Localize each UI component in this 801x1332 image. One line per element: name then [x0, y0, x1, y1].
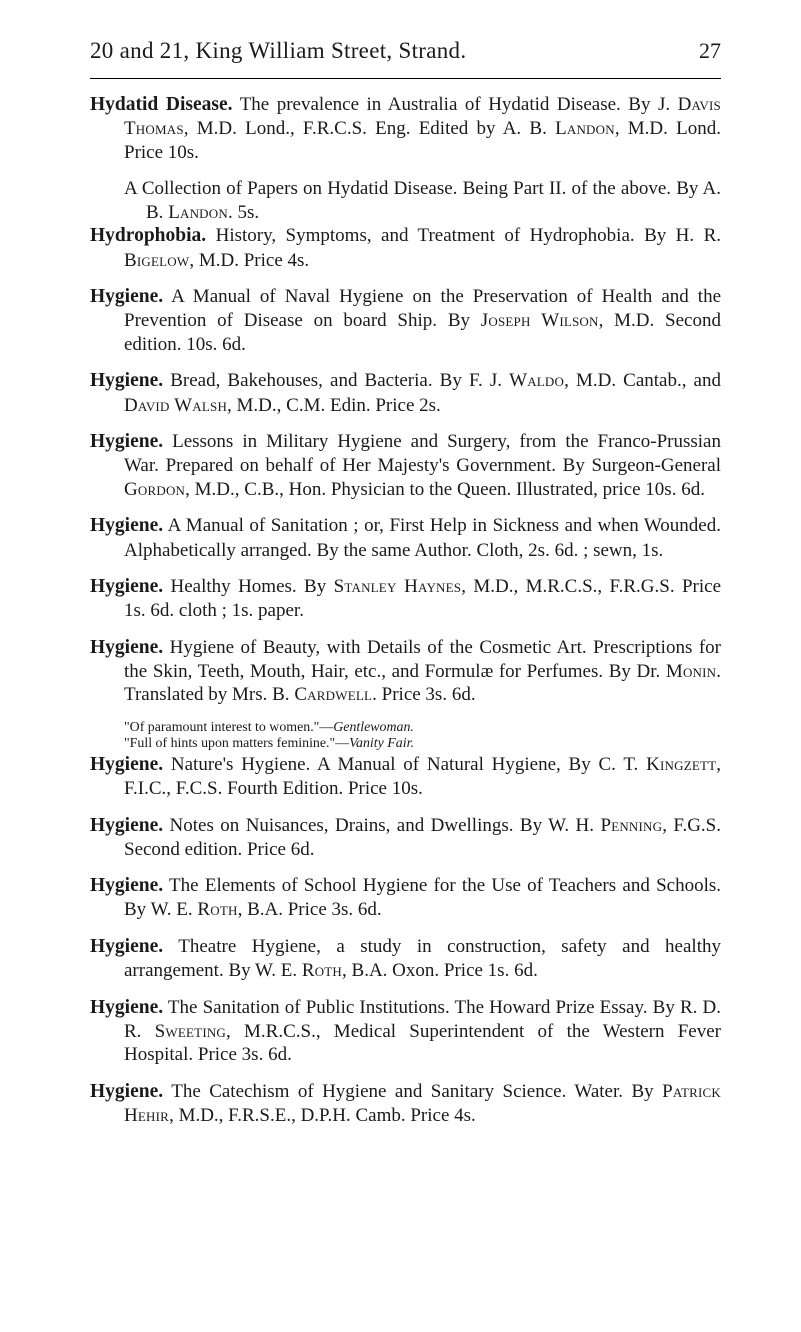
entry-body: History, Symptoms, and Treatment of Hydr…: [124, 225, 721, 270]
entry-headword: Hygiene.: [90, 286, 163, 307]
catalog-entry: Hygiene. A Manual of Naval Hygiene on th…: [90, 285, 721, 356]
entry-body: Bread, Bakehouses, and Bacteria. By F. J…: [124, 370, 721, 415]
entry-headword: Hygiene.: [90, 1081, 163, 1102]
catalog-entry: Hygiene. The Elements of School Hygiene …: [90, 874, 721, 922]
catalog-entry: Hygiene. The Catechism of Hygiene and Sa…: [90, 1080, 721, 1128]
catalog-entry: Hygiene. Bread, Bakehouses, and Bacteria…: [90, 369, 721, 417]
entry-headword: Hygiene.: [90, 875, 163, 896]
entry-body: Theatre Hygiene, a study in construction…: [124, 936, 721, 981]
entry-body: Nature's Hygiene. A Manual of Natural Hy…: [124, 754, 721, 799]
entry-headword: Hygiene.: [90, 515, 163, 536]
entry-body: The Elements of School Hygiene for the U…: [124, 875, 721, 920]
catalog-entry: Hygiene. Nature's Hygiene. A Manual of N…: [90, 753, 721, 801]
entry-body: Lessons in Military Hygiene and Surgery,…: [124, 431, 721, 500]
page-number: 27: [699, 38, 721, 64]
entry-headword: Hygiene.: [90, 576, 163, 597]
entry-body: The Catechism of Hygiene and Sanitary Sc…: [124, 1081, 721, 1126]
catalog-entry: Hygiene. Notes on Nuisances, Drains, and…: [90, 814, 721, 862]
entry-headword: Hygiene.: [90, 637, 163, 658]
catalog-entry: Hygiene. Healthy Homes. By Stanley Hayne…: [90, 575, 721, 623]
catalog-entry: Hygiene. Theatre Hygiene, a study in con…: [90, 935, 721, 983]
entry-body: A Manual of Naval Hygiene on the Preserv…: [124, 286, 721, 355]
page-header: 20 and 21, King William Street, Strand. …: [90, 38, 721, 79]
entry-headword: Hygiene.: [90, 936, 163, 957]
quote-line: "Full of hints upon matters feminine."—V…: [124, 736, 721, 752]
entry-body: Notes on Nuisances, Drains, and Dwelling…: [124, 815, 721, 860]
entry-body: A Manual of Sanitation ; or, First Help …: [124, 515, 721, 560]
catalog-entry: Hygiene. The Sanitation of Public Instit…: [90, 996, 721, 1067]
catalog-entry: Hydrophobia. History, Symptoms, and Trea…: [90, 224, 721, 272]
entry-headword: Hydatid Disease.: [90, 94, 233, 115]
catalog-entry: Hygiene. A Manual of Sanitation ; or, Fi…: [90, 514, 721, 562]
entry-headword: Hydrophobia.: [90, 225, 206, 246]
catalog-entry: Hygiene. Lessons in Military Hygiene and…: [90, 430, 721, 501]
quote-line: "Of paramount interest to women."—Gentle…: [124, 720, 721, 736]
running-title: 20 and 21, King William Street, Strand.: [90, 38, 466, 64]
entry-quotes: "Of paramount interest to women."—Gentle…: [90, 720, 721, 753]
entry-body: The Sanitation of Public Institutions. T…: [124, 997, 721, 1066]
entry-headword: Hygiene.: [90, 815, 163, 836]
catalog-entry: Hydatid Disease. The prevalence in Austr…: [90, 93, 721, 164]
entry-headword: Hygiene.: [90, 997, 163, 1018]
entry-headword: Hygiene.: [90, 431, 163, 452]
entry-headword: Hygiene.: [90, 754, 163, 775]
catalog-subentry: A Collection of Papers on Hydatid Diseas…: [90, 177, 721, 224]
catalog-entry: Hygiene. Hygiene of Beauty, with Details…: [90, 636, 721, 707]
entry-headword: Hygiene.: [90, 370, 163, 391]
page-content: Hydatid Disease. The prevalence in Austr…: [90, 79, 721, 1128]
entry-body: Hygiene of Beauty, with Details of the C…: [124, 637, 721, 706]
entry-body: Healthy Homes. By Stanley Haynes, M.D., …: [124, 576, 721, 621]
